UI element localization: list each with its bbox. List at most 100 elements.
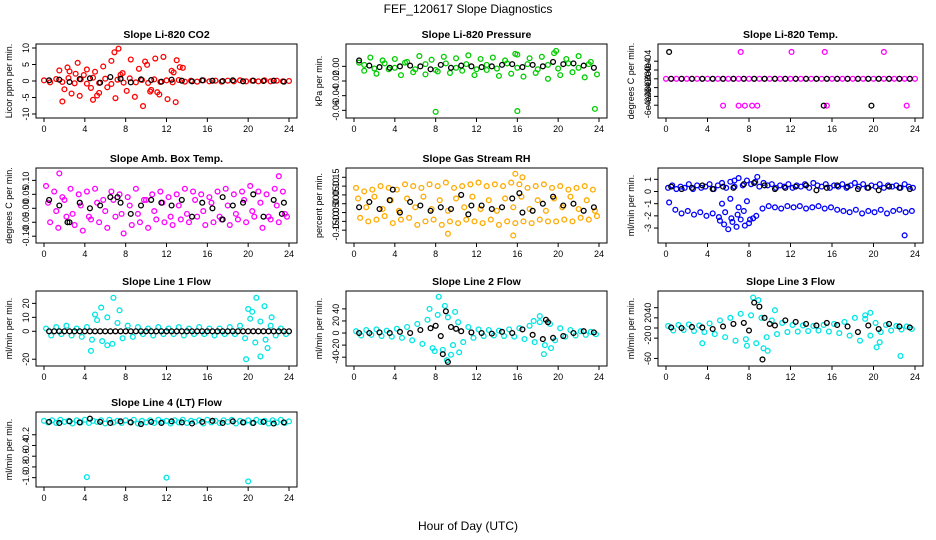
data-point — [376, 329, 383, 336]
data-point — [243, 219, 250, 226]
data-point — [536, 319, 543, 326]
data-point — [516, 181, 523, 188]
y-tick-label: -0.02 — [331, 71, 341, 92]
data-point — [580, 62, 587, 69]
data-point — [127, 419, 134, 426]
data-point — [550, 193, 557, 200]
data-point — [76, 92, 83, 99]
data-point — [142, 58, 149, 65]
data-point — [495, 72, 503, 79]
y-tick-label: 0 — [331, 331, 341, 336]
data-point — [689, 186, 697, 193]
data-point — [495, 327, 503, 334]
data-point — [153, 328, 160, 335]
data-point — [875, 187, 882, 194]
series-2 — [699, 294, 904, 359]
data-point — [175, 202, 182, 209]
x-tick-label: 0 — [663, 124, 668, 134]
data-point — [431, 348, 438, 355]
data-point — [699, 324, 706, 331]
data-point — [123, 87, 130, 94]
data-point — [589, 186, 596, 193]
data-point — [516, 325, 523, 332]
data-point — [453, 55, 460, 62]
data-point — [72, 70, 79, 77]
data-point — [66, 328, 73, 335]
data-point — [417, 326, 424, 334]
data-point — [773, 331, 781, 338]
x-tick-label: 8 — [123, 493, 128, 503]
data-point — [854, 75, 861, 82]
data-point — [498, 328, 506, 335]
data-point — [499, 183, 507, 190]
data-point — [381, 213, 388, 220]
series-2 — [666, 199, 915, 223]
data-point — [488, 63, 495, 70]
data-point — [181, 185, 188, 192]
data-point — [111, 49, 118, 56]
data-point — [880, 75, 887, 82]
panel-title: Slope Line 2 Flow — [432, 276, 522, 288]
data-point — [823, 184, 830, 191]
data-point — [730, 184, 737, 191]
y-tick-label: 0.00 — [21, 200, 31, 218]
y-axis-label: ml/min per min. — [4, 419, 14, 481]
data-point — [756, 183, 763, 190]
data-point — [236, 77, 244, 84]
x-tick-label: 16 — [512, 124, 522, 134]
data-point — [720, 102, 727, 109]
data-point — [792, 318, 799, 325]
y-tick-label: 2e-04 — [643, 58, 653, 81]
data-point — [446, 218, 454, 225]
data-point — [210, 219, 217, 226]
data-point — [502, 195, 509, 202]
data-point — [434, 311, 441, 318]
data-point — [97, 202, 104, 209]
data-point — [126, 202, 133, 209]
series-1 — [42, 182, 291, 237]
series-3 — [356, 308, 597, 366]
data-point — [422, 61, 429, 68]
y-tick-label: 4e-04 — [643, 50, 653, 73]
data-point — [524, 61, 531, 68]
x-tick-label: 20 — [553, 372, 563, 382]
series-3 — [46, 415, 287, 428]
data-point — [419, 340, 426, 347]
data-point — [194, 78, 201, 85]
data-point — [896, 323, 903, 330]
data-point — [157, 188, 164, 195]
data-point — [139, 103, 147, 110]
data-point — [520, 218, 527, 225]
data-point — [865, 207, 872, 215]
x-tick-label: 16 — [827, 372, 837, 382]
data-point — [397, 72, 405, 79]
data-point — [75, 191, 82, 198]
data-point — [868, 102, 875, 109]
data-point — [97, 328, 104, 335]
data-point — [740, 75, 747, 82]
y-tick-label: 1 — [643, 177, 653, 182]
data-point — [553, 47, 560, 54]
data-point — [732, 337, 739, 344]
data-point — [468, 63, 475, 70]
data-point — [416, 53, 423, 60]
x-tick-label: 24 — [910, 372, 920, 382]
data-point — [681, 184, 688, 191]
data-point — [391, 64, 398, 71]
data-point — [71, 80, 78, 87]
data-point — [580, 328, 587, 335]
data-point — [108, 188, 115, 195]
data-point — [257, 353, 264, 360]
data-point — [71, 221, 78, 229]
series-2 — [83, 474, 252, 485]
data-point — [557, 72, 564, 79]
x-tick-label: 20 — [243, 372, 253, 382]
data-point — [148, 196, 155, 203]
x-tick-label: 8 — [746, 124, 751, 134]
data-point — [94, 92, 101, 99]
data-point — [865, 75, 872, 82]
data-point — [575, 53, 582, 60]
data-point — [727, 195, 734, 202]
data-point — [406, 214, 413, 221]
